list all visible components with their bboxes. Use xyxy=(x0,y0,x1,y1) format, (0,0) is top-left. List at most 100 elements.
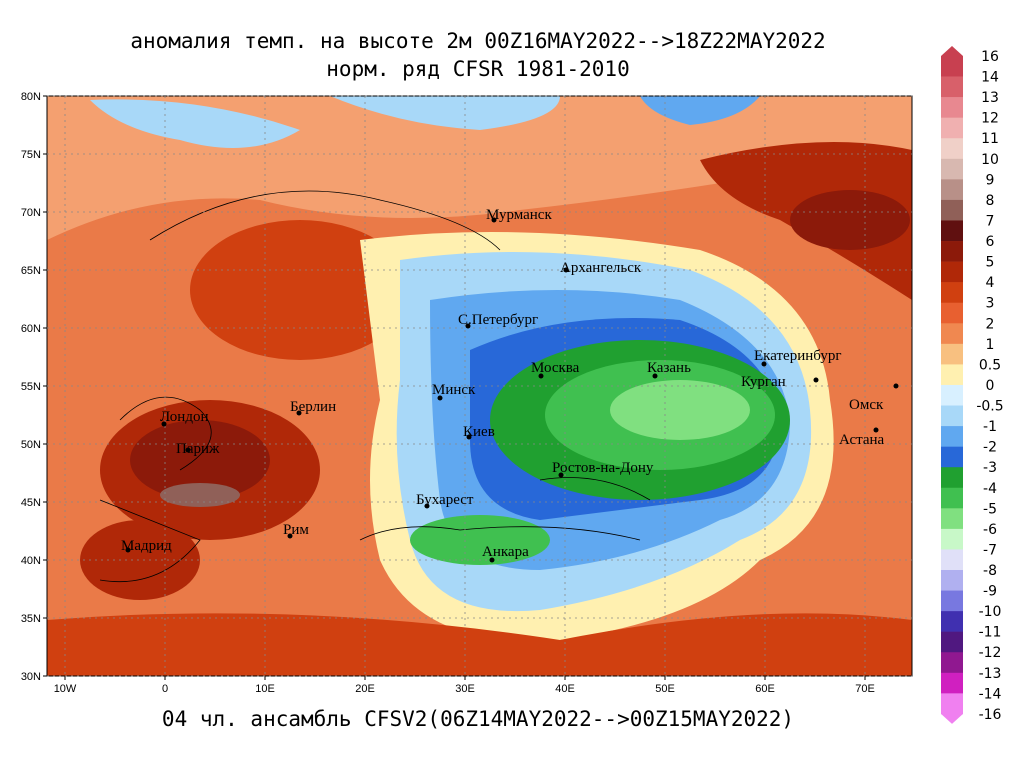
colorbar-box xyxy=(941,508,963,530)
colorbar-label: 14 xyxy=(981,70,999,86)
x-tick-label: 30E xyxy=(455,683,475,695)
colorbar-box xyxy=(941,446,963,468)
city-label: Москва xyxy=(531,360,580,376)
colorbar-label: 13 xyxy=(981,90,999,106)
colorbar-box xyxy=(941,76,963,98)
colorbar-cap xyxy=(941,713,963,724)
colorbar-box xyxy=(941,117,963,139)
title: аномалия темп. на высоте 2м 00Z16MAY2022… xyxy=(130,29,825,53)
y-tick-label: 35N xyxy=(21,613,41,625)
colorbar-box xyxy=(941,426,963,447)
colorbar-label: 4 xyxy=(986,275,995,291)
city-label: Казань xyxy=(647,360,691,376)
city-label: Астана xyxy=(839,432,885,448)
colorbar-label: 3 xyxy=(986,296,995,312)
colorbar-box xyxy=(941,487,963,509)
colorbar-box xyxy=(941,590,963,612)
city-label: Лондон xyxy=(160,409,209,425)
city-label: Екатеринбург xyxy=(754,348,841,364)
subtitle: норм. ряд CFSR 1981-2010 xyxy=(326,57,629,81)
colorbar-label: -12 xyxy=(979,645,1002,661)
colorbar-label: 2 xyxy=(986,316,995,332)
colorbar-label: -7 xyxy=(983,542,997,558)
colorbar-cap xyxy=(941,46,963,56)
colorbar-label: 0.5 xyxy=(979,357,1001,373)
y-tick-label: 40N xyxy=(21,555,41,567)
city-label: Ростов-на-Дону xyxy=(552,460,654,476)
colorbar-label: 8 xyxy=(986,193,995,209)
colorbar-box xyxy=(941,56,963,77)
x-tick-label: 20E xyxy=(355,683,375,695)
y-tick-label: 50N xyxy=(21,439,41,451)
cities: Мурманск Архангельск С.Петербург Москва … xyxy=(121,207,899,563)
x-tick-label: 70E xyxy=(855,683,875,695)
colorbar-label: -8 xyxy=(983,563,997,579)
colorbar-box xyxy=(941,199,963,221)
graticule: 10W 0 10E 20E 30E 40E 50E 60E 70E 30N 35N 40N 45N 50N… xyxy=(21,91,912,695)
colorbar-box xyxy=(941,220,963,242)
x-tick-label: 10E xyxy=(255,683,275,695)
y-tick-label: 30N xyxy=(21,671,41,683)
colorbar-box xyxy=(941,302,963,324)
colorbar-box xyxy=(941,364,963,386)
colorbar-box xyxy=(941,693,963,715)
colorbar-label: -16 xyxy=(979,707,1002,723)
colorbar-label: -1 xyxy=(983,419,997,435)
colorbar-label: 0 xyxy=(986,378,995,394)
colorbar-box xyxy=(941,528,963,550)
x-tick-label: 40E xyxy=(555,683,575,695)
city-label: Мурманск xyxy=(486,207,552,223)
colorbar-label: -10 xyxy=(979,604,1002,620)
colorbar-box xyxy=(941,672,963,694)
city-label: Бухарест xyxy=(416,492,474,508)
city-label: Архангельск xyxy=(560,260,642,276)
x-tick-label: 10W xyxy=(54,683,77,695)
colorbar-label: 12 xyxy=(981,111,999,127)
y-tick-label: 70N xyxy=(21,207,41,219)
colorbar-box xyxy=(941,405,963,427)
colorbar-label: 9 xyxy=(986,172,995,188)
map-field xyxy=(47,96,912,676)
colorbar-label: -4 xyxy=(983,481,997,497)
colorbar-label: -6 xyxy=(983,522,997,538)
x-tick-label: 0 xyxy=(162,683,168,695)
colorbar-box xyxy=(941,570,963,591)
x-tick-label: 50E xyxy=(655,683,675,695)
colorbar-box xyxy=(941,179,963,201)
colorbar-label: -3 xyxy=(983,460,997,476)
colorbar-box xyxy=(941,467,963,489)
colorbar-box xyxy=(941,323,963,345)
x-tick-label: 60E xyxy=(755,683,775,695)
footer: 04 чл. ансамбль CFSV2(06Z14MAY2022-->00Z… xyxy=(162,707,794,731)
colorbar-label: -9 xyxy=(983,584,997,600)
colorbar-box xyxy=(941,138,963,160)
colorbar-label: -14 xyxy=(979,686,1002,702)
colorbar-label: -2 xyxy=(983,440,997,456)
city-label: Мадрид xyxy=(121,538,172,554)
colorbar: 16 14 13 12 11 10 9 8 7 6 5 4 3 2 1 0.5 0 -0.5 -1 -2 -3 -4 -5 -… xyxy=(941,46,1004,724)
colorbar-box xyxy=(941,97,963,118)
colorbar-box xyxy=(941,261,963,283)
city-label: Минск xyxy=(432,382,476,398)
colorbar-label: 5 xyxy=(986,255,995,271)
y-tick-label: 75N xyxy=(21,149,41,161)
y-tick-label: 65N xyxy=(21,265,41,277)
city-label: Омск xyxy=(849,397,884,413)
colorbar-label: 7 xyxy=(986,213,995,229)
colorbar-label: 10 xyxy=(981,152,999,168)
city-label: Рим xyxy=(283,522,309,538)
colorbar-label: 6 xyxy=(986,234,995,250)
city-label: Париж xyxy=(176,441,220,457)
colorbar-label: 1 xyxy=(986,337,995,353)
colorbar-box xyxy=(941,384,963,406)
city-label: С.Петербург xyxy=(458,312,538,328)
colorbar-box xyxy=(941,343,963,365)
colorbar-box xyxy=(941,241,963,262)
colorbar-box xyxy=(941,611,963,632)
city-label: Анкара xyxy=(482,544,529,560)
colorbar-label: -11 xyxy=(979,625,1002,641)
colorbar-label: 11 xyxy=(981,131,999,147)
y-tick-label: 60N xyxy=(21,323,41,335)
colorbar-label: -0.5 xyxy=(976,399,1003,415)
